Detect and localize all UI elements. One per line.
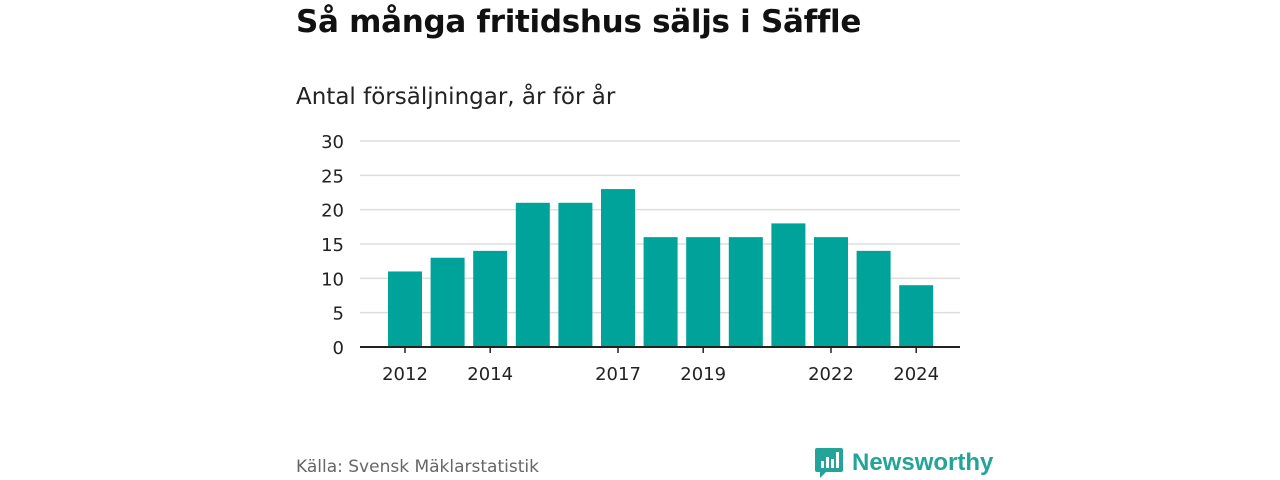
newsworthy-logo-icon: [815, 448, 843, 478]
chart-subtitle: Antal försäljningar, år för år: [296, 84, 616, 110]
bar-2021: [771, 223, 806, 347]
y-axis-tick-labels: 0 5 10 15 20 25 30: [321, 132, 344, 359]
source-note: Källa: Svensk Mäklarstatistik: [296, 457, 539, 477]
bar-2018: [643, 237, 678, 347]
x-tick-label: 2019: [680, 364, 726, 385]
brand-logo: Newsworthy: [814, 446, 993, 480]
x-tick-label: 2012: [382, 364, 428, 385]
x-tick-label: 2024: [893, 364, 939, 385]
chart-title: Så många fritidshus säljs i Säffle: [296, 4, 862, 40]
x-tick-label: 2014: [467, 364, 513, 385]
bar-2023: [856, 250, 891, 347]
y-tick-label: 20: [321, 201, 344, 222]
bar-2017: [601, 189, 635, 347]
bar-2024: [899, 285, 934, 347]
x-tick-label: 2017: [595, 364, 641, 385]
brand-name: Newsworthy: [852, 449, 994, 476]
bar-2020: [728, 237, 763, 347]
bar-2019: [686, 237, 721, 347]
y-tick-label: 5: [333, 304, 344, 325]
bars: [388, 189, 934, 347]
bar-2016: [558, 202, 593, 347]
y-tick-label: 30: [321, 132, 344, 153]
y-tick-label: 10: [321, 269, 344, 290]
y-tick-label: 25: [321, 166, 344, 187]
bar-2015: [515, 202, 550, 347]
bar-2022: [814, 237, 848, 347]
bar-2014: [473, 250, 508, 347]
y-tick-label: 0: [333, 338, 344, 359]
bar-2012: [388, 271, 422, 347]
x-tick-label: 2022: [808, 364, 854, 385]
y-tick-label: 15: [321, 235, 344, 256]
x-axis-tick-labels: 2012 2014 2017 2019 2022 2024: [382, 347, 939, 385]
bar-2013: [430, 257, 465, 347]
